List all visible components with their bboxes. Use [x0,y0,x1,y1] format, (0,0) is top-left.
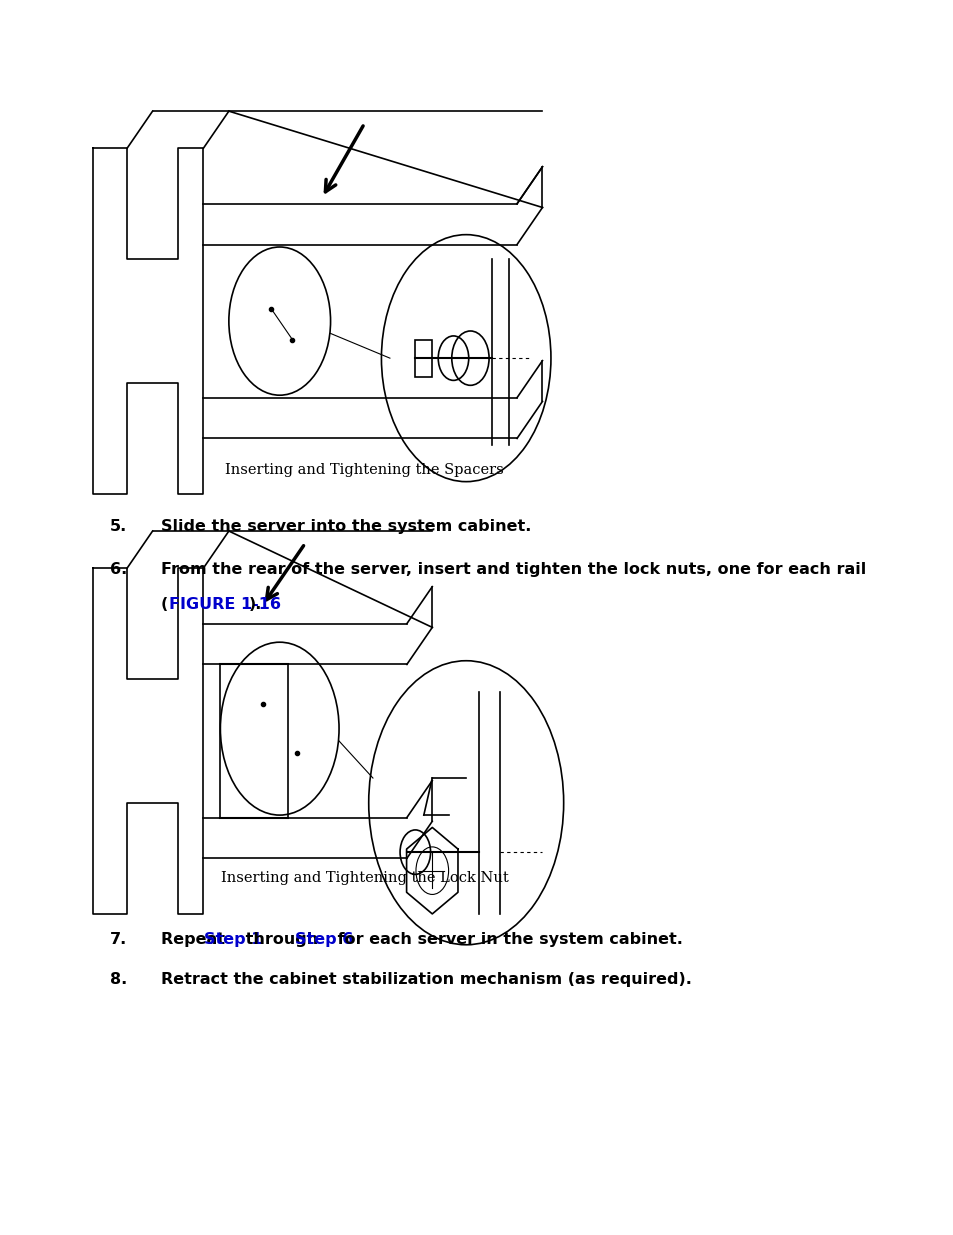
Text: Inserting and Tightening the Spacers: Inserting and Tightening the Spacers [225,463,503,477]
Text: 5.: 5. [111,519,128,534]
Text: through: through [240,932,324,947]
Text: ).: ). [249,597,262,611]
Text: FIGURE 1-16: FIGURE 1-16 [169,597,280,611]
Text: for each server in the system cabinet.: for each server in the system cabinet. [332,932,682,947]
Text: 6.: 6. [111,562,128,577]
Text: From the rear of the server, insert and tighten the lock nuts, one for each rail: From the rear of the server, insert and … [161,562,865,577]
Text: Slide the server into the system cabinet.: Slide the server into the system cabinet… [161,519,531,534]
Text: (: ( [161,597,168,611]
Text: 7.: 7. [111,932,128,947]
Text: 8.: 8. [111,972,128,987]
Text: Retract the cabinet stabilization mechanism (as required).: Retract the cabinet stabilization mechan… [161,972,691,987]
Text: Repeat: Repeat [161,932,231,947]
Text: Step 6: Step 6 [295,932,354,947]
Text: Inserting and Tightening the Lock Nut: Inserting and Tightening the Lock Nut [220,871,508,884]
Text: Step 1: Step 1 [204,932,262,947]
